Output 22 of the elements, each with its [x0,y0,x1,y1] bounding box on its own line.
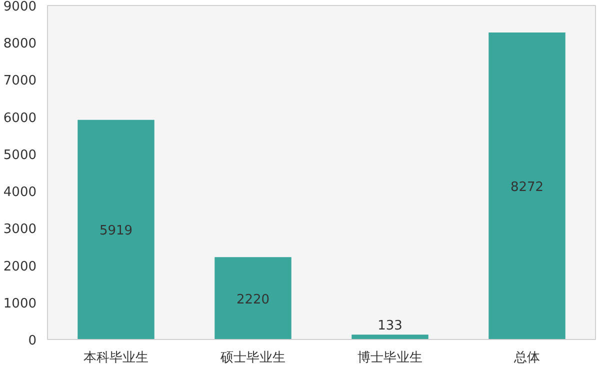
y-tick-label: 6000 [3,110,37,126]
bar [352,334,428,340]
x-tick-label: 博士毕业生 [358,350,422,366]
data-label: 2220 [236,292,270,308]
x-tick-label: 本科毕业生 [84,350,148,366]
data-label: 5919 [99,224,133,239]
bar [78,120,154,340]
y-tick-label: 0 [28,334,37,348]
y-tick-label: 9000 [3,0,37,14]
x-tick-label: 总体 [513,350,540,366]
y-tick-label: 8000 [3,36,37,52]
data-label: 133 [378,318,402,334]
bar [488,32,566,340]
data-label: 8272 [510,180,544,196]
y-tick-label: 7000 [3,74,37,89]
x-tick-label: 硕士毕业生 [220,350,286,366]
y-tick-label: 4000 [3,185,37,200]
y-tick-label: 2000 [3,259,37,274]
y-tick-label: 1000 [3,296,37,312]
y-tick-label: 5000 [3,148,37,163]
y-tick-label: 3000 [3,222,37,238]
bar [214,257,292,340]
